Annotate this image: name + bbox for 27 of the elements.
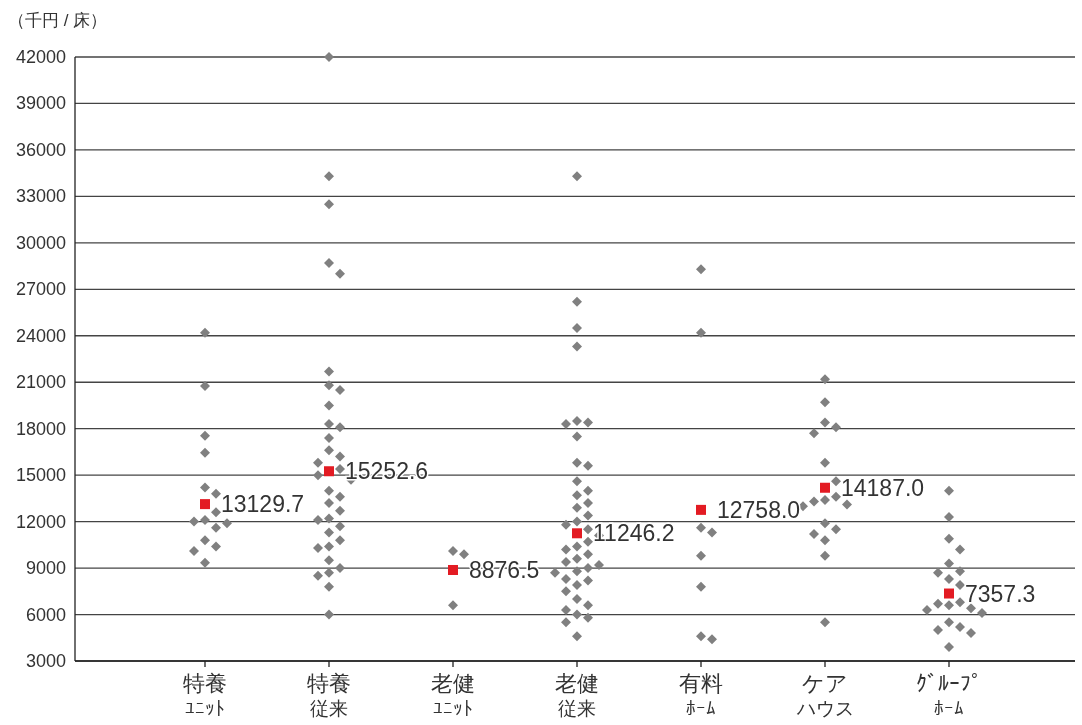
- y-tick-label: 30000: [15, 232, 66, 253]
- x-tick-label: 老健ﾕﾆｯﾄ: [431, 671, 475, 719]
- y-tick-label: 12000: [15, 511, 66, 532]
- y-tick-label: 21000: [15, 372, 66, 393]
- y-tick-label: 24000: [15, 325, 66, 346]
- y-tick-label: 6000: [25, 604, 66, 625]
- y-tick-label: 36000: [15, 139, 66, 160]
- x-tick-label: 特養従来: [307, 671, 351, 719]
- x-tick-label: ケアハウス: [795, 671, 854, 719]
- y-axis-title: （千円 / 床）: [8, 11, 108, 30]
- data-label: 13129.7: [221, 491, 305, 518]
- y-tick-label: 42000: [15, 47, 66, 67]
- data-label: 14187.0: [841, 474, 925, 501]
- x-tick-label: ｸﾞﾙｰﾌﾟﾎｰﾑ: [916, 671, 982, 719]
- y-tick-label: 39000: [15, 93, 66, 114]
- data-label: 7357.3: [965, 580, 1036, 607]
- data-label: 12758.0: [717, 496, 801, 523]
- y-tick-label: 18000: [15, 418, 66, 439]
- y-tick-label: 3000: [25, 651, 66, 671]
- x-tick-label: 老健従来: [555, 671, 599, 719]
- y-tick-label: 27000: [15, 279, 66, 300]
- data-label: 11246.2: [593, 520, 675, 547]
- x-tick-label: 特養ﾕﾆｯﾄ: [183, 671, 227, 719]
- y-tick-label: 9000: [25, 558, 66, 579]
- y-tick-label: 33000: [15, 186, 66, 207]
- x-tick-label: 有料ﾎｰﾑ: [679, 671, 723, 719]
- y-tick-label: 15000: [15, 465, 66, 486]
